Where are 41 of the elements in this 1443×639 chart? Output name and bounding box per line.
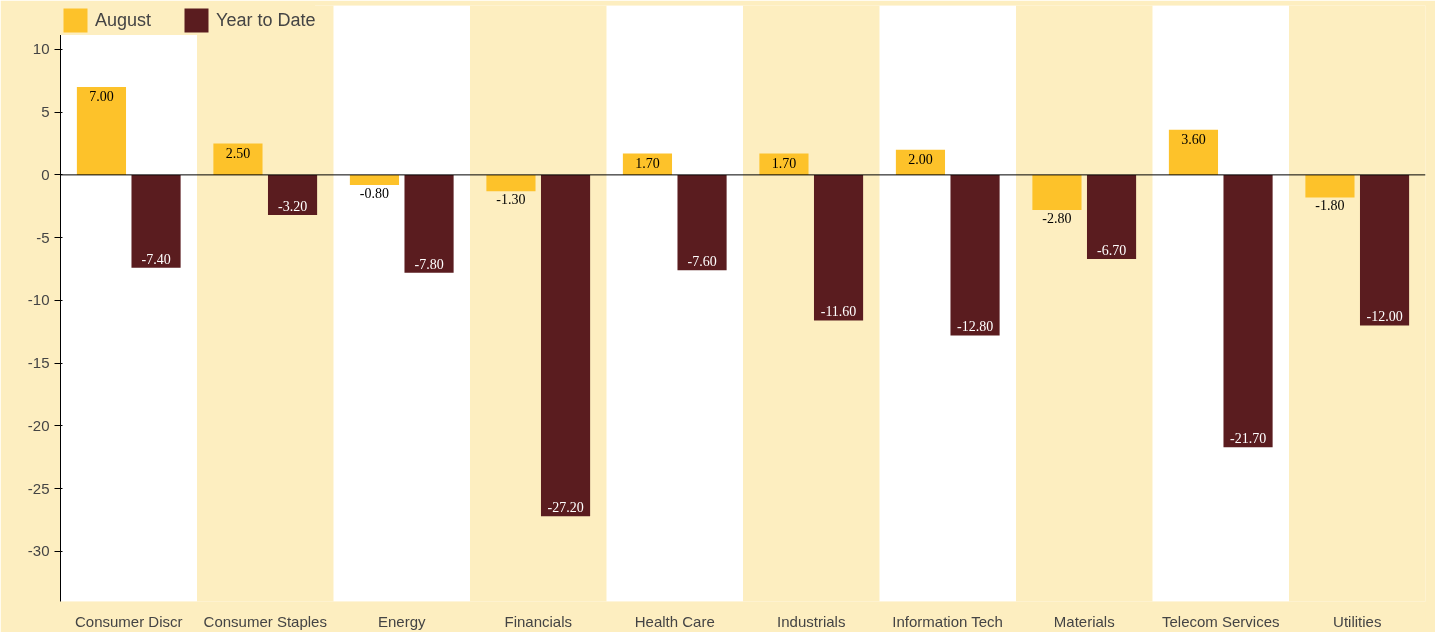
- legend-label: Year to Date: [216, 9, 316, 31]
- data-label: -12.00: [1366, 309, 1403, 325]
- x-tick-label: Health Care: [634, 612, 715, 630]
- y-tick-label: -20: [27, 416, 50, 434]
- y-tick-label: -5: [36, 228, 50, 246]
- data-label: -3.20: [277, 199, 308, 215]
- data-label: -1.80: [1315, 198, 1345, 214]
- data-label: -1.30: [496, 192, 526, 208]
- data-label: 2.00: [908, 151, 933, 167]
- x-tick-label: Industrials: [777, 612, 846, 630]
- y-tick-label: -10: [27, 291, 50, 309]
- x-tick-label: Financials: [504, 612, 573, 630]
- x-tick-label: Consumer Discr: [74, 612, 183, 630]
- y-tick-label: 5: [41, 103, 50, 121]
- x-tick-label: Utilities: [1333, 612, 1382, 630]
- x-tick-label: Consumer Staples: [203, 612, 327, 630]
- y-tick-label: 10: [32, 40, 50, 58]
- data-label: 3.60: [1181, 131, 1206, 147]
- data-label: -2.80: [1042, 211, 1072, 227]
- data-label: -0.80: [359, 185, 390, 201]
- data-label: 1.70: [635, 155, 660, 171]
- data-label: -11.60: [820, 304, 857, 320]
- data-label: -7.40: [141, 251, 171, 267]
- y-tick-label: -30: [27, 542, 50, 560]
- data-label: -27.20: [547, 500, 584, 516]
- data-label: 1.70: [771, 155, 797, 171]
- y-tick-label: -15: [27, 354, 50, 372]
- y-tick-label: 0: [41, 165, 50, 183]
- data-label: -7.80: [414, 256, 444, 272]
- data-label: -21.70: [1229, 431, 1267, 447]
- y-tick-label: -25: [27, 479, 50, 497]
- x-tick-label: Telecom Services: [1161, 612, 1280, 630]
- legend-label: August: [95, 9, 152, 31]
- x-tick-label: Materials: [1053, 612, 1115, 630]
- x-tick-label: Information Tech: [892, 612, 1003, 630]
- data-label: 7.00: [89, 89, 114, 105]
- data-label: -6.70: [1096, 242, 1127, 258]
- data-label: 2.50: [225, 145, 251, 161]
- data-label: -7.60: [687, 254, 717, 270]
- x-tick-label: Energy: [377, 612, 427, 630]
- data-label: -12.80: [956, 319, 994, 335]
